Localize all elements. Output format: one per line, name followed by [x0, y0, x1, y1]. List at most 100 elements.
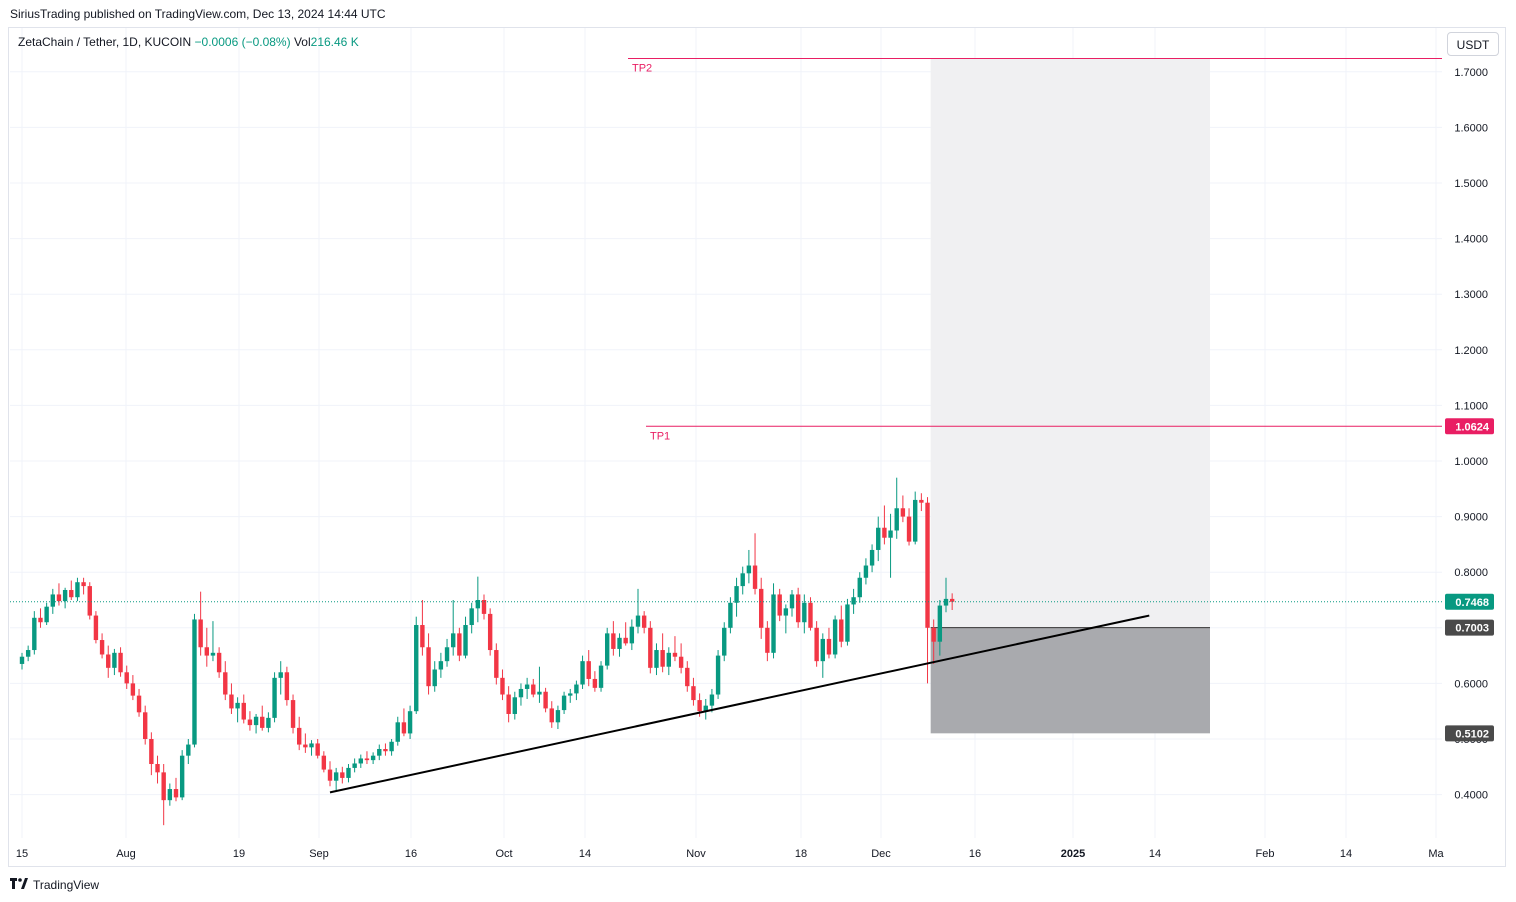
candle-body [266, 717, 271, 728]
candle-body [198, 619, 203, 648]
candle-body [155, 764, 160, 773]
candle-body [143, 712, 148, 739]
candle-body [740, 573, 745, 587]
entry-price-tag: 0.7003 [1455, 623, 1489, 635]
candle-body [839, 619, 844, 642]
candle-body [112, 652, 117, 668]
candle-body [691, 686, 696, 701]
candle-body [524, 684, 530, 689]
footer-brand-text: TradingView [33, 877, 100, 892]
candle-body [623, 637, 628, 644]
time-tick-label: Nov [686, 848, 706, 860]
candle-body [789, 594, 795, 609]
candle-body [937, 605, 943, 642]
candle-body [672, 652, 678, 657]
candle-body [678, 656, 684, 668]
time-tick-label: 14 [1340, 848, 1352, 860]
candle-body [795, 594, 801, 623]
candle-body [463, 625, 468, 656]
volume-label: Vol [293, 35, 311, 49]
price-tick-label: 0.9000 [1454, 512, 1488, 524]
candle-body [808, 602, 813, 628]
candle-body [882, 527, 887, 538]
candle-body [814, 627, 819, 662]
candle-body [512, 697, 517, 714]
candle-body [592, 678, 598, 688]
candle-body [383, 749, 388, 752]
candle-body [432, 669, 437, 687]
time-tick-label: 2025 [1061, 848, 1085, 860]
candle-body [494, 650, 499, 678]
candle-body [771, 594, 776, 653]
candle-body [876, 527, 881, 550]
volume-unit: K [350, 35, 359, 49]
chart-frame[interactable] [8, 27, 1506, 867]
candle-body [444, 647, 450, 662]
price-tick-label: 1.5000 [1454, 178, 1488, 190]
price-tick-label: 1.1000 [1454, 400, 1488, 412]
time-tick-label: Dec [871, 848, 891, 860]
candle-body [913, 499, 918, 542]
candle-body [826, 638, 832, 655]
candle-body [438, 661, 444, 670]
symbol-name: ZetaChain / Tether, 1D, KUCOIN [18, 35, 192, 49]
candle-body [414, 625, 419, 712]
entry-price-tag-bg [1445, 619, 1494, 636]
candle-body [93, 615, 99, 641]
candle-body [186, 744, 191, 756]
stop-price-tag-bg [1445, 725, 1494, 742]
chart-overlays: TP2 TP1 [10, 57, 1442, 794]
candle-body [87, 586, 92, 616]
candle-body [106, 654, 111, 668]
candle-body [260, 716, 265, 728]
candle-body [568, 693, 573, 696]
candle-body [389, 741, 394, 752]
candle-body [906, 516, 912, 542]
candle-body [333, 772, 339, 781]
candle-body [518, 688, 524, 698]
candle-body [364, 758, 370, 761]
candle-body [531, 684, 536, 695]
candle-body [475, 600, 481, 609]
target-zone [930, 58, 1210, 628]
candle-body [629, 626, 635, 644]
candle-body [777, 594, 782, 616]
time-tick-label: Oct [495, 848, 512, 860]
candle-body [746, 565, 752, 574]
candle-body [685, 667, 690, 687]
price-tick-label: 1.3000 [1454, 289, 1488, 301]
candle-body [783, 608, 789, 616]
publish-line: SiriusTrading published on TradingView.c… [10, 7, 386, 21]
candle-body [179, 755, 185, 798]
candle-body [949, 598, 955, 602]
candle-body [857, 577, 862, 598]
candle-body [734, 586, 739, 603]
candle-body [130, 683, 136, 696]
time-tick-label: 18 [795, 848, 807, 860]
candle-body [506, 694, 511, 714]
price-tick-label: 1.2000 [1454, 345, 1488, 357]
candle-body [469, 608, 474, 626]
current-price-tag-bg [1445, 593, 1494, 610]
candle-body [561, 695, 567, 711]
candle-body [340, 772, 345, 778]
candle-body [118, 652, 123, 673]
candle-body [900, 508, 906, 517]
candle-body [888, 530, 893, 538]
candle-body [863, 565, 869, 578]
candle-body [99, 640, 105, 655]
tp1-price-tag: 1.0624 [1455, 421, 1490, 433]
currency-unit-button[interactable]: USDT [1447, 32, 1499, 56]
candle-body [62, 589, 68, 602]
time-tick-label: Aug [116, 848, 136, 860]
time-tick-label: 19 [233, 848, 245, 860]
candle-body [611, 633, 616, 649]
candle-body [75, 582, 80, 598]
price-axis: 1.7000 1.6000 1.5000 1.4000 1.3000 1.2000 1.10… [1445, 67, 1494, 802]
candle-body [617, 637, 622, 649]
tp1-price-tag-bg [1445, 418, 1494, 435]
candle-body [648, 627, 653, 668]
time-tick-label: 15 [16, 848, 28, 860]
price-tick-label: 1.7000 [1454, 67, 1488, 79]
